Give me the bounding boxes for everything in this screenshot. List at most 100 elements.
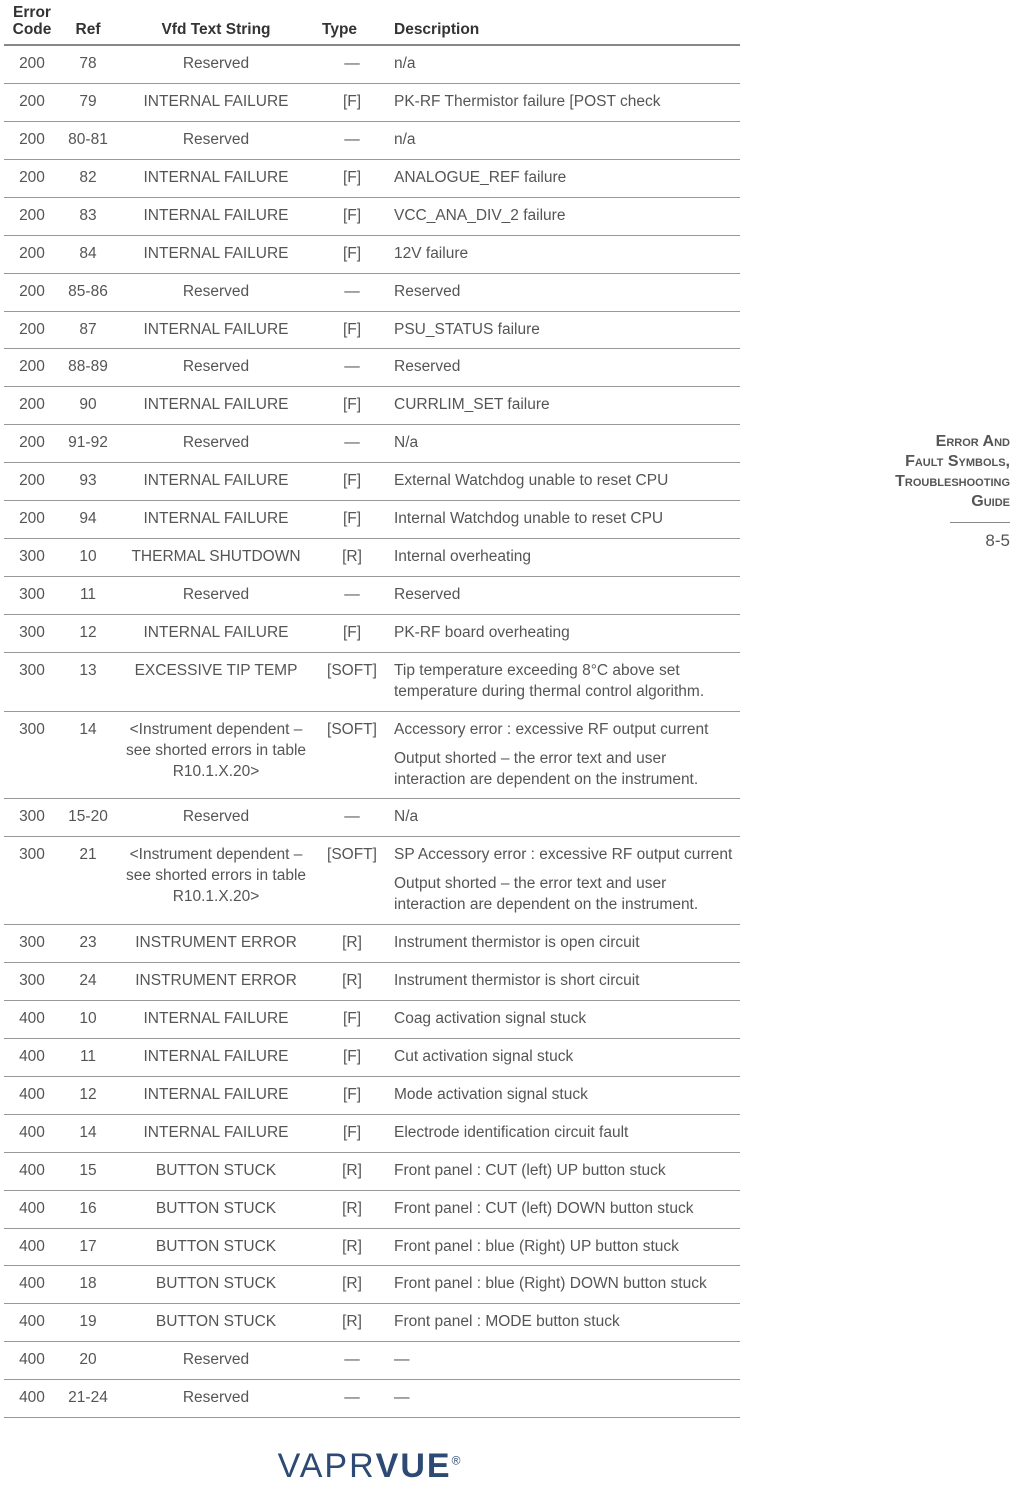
cell-description: Front panel : CUT (left) DOWN button stu… bbox=[388, 1190, 740, 1228]
cell-description: Reserved bbox=[388, 273, 740, 311]
cell-description: CURRLIM_SET failure bbox=[388, 387, 740, 425]
description-paragraph: ANALOGUE_REF failure bbox=[394, 168, 734, 189]
description-paragraph: Cut activation signal stuck bbox=[394, 1047, 734, 1068]
table-row: 40020Reserved—— bbox=[4, 1342, 740, 1380]
cell-error-code: 400 bbox=[4, 1228, 60, 1266]
sidebar-title: Error And Fault Symbols, Troubleshooting… bbox=[740, 432, 1010, 512]
cell-description: SP Accessory error : excessive RF output… bbox=[388, 837, 740, 925]
description-paragraph: 12V failure bbox=[394, 244, 734, 265]
cell-ref: 90 bbox=[60, 387, 116, 425]
cell-vfd: INTERNAL FAILURE bbox=[116, 1114, 316, 1152]
table-row: 30024INSTRUMENT ERROR[R]Instrument therm… bbox=[4, 963, 740, 1001]
description-paragraph: Coag activation signal stuck bbox=[394, 1009, 734, 1030]
cell-type: — bbox=[316, 273, 388, 311]
table-row: 40014INTERNAL FAILURE[F]Electrode identi… bbox=[4, 1114, 740, 1152]
cell-error-code: 200 bbox=[4, 235, 60, 273]
cell-ref: 19 bbox=[60, 1304, 116, 1342]
cell-description: Accessory error : excessive RF output cu… bbox=[388, 711, 740, 799]
table-row: 20079INTERNAL FAILURE[F]PK-RF Thermistor… bbox=[4, 84, 740, 122]
cell-ref: 87 bbox=[60, 311, 116, 349]
cell-ref: 10 bbox=[60, 539, 116, 577]
cell-ref: 12 bbox=[60, 1076, 116, 1114]
description-paragraph: Internal Watchdog unable to reset CPU bbox=[394, 509, 734, 530]
description-paragraph: Output shorted – the error text and user… bbox=[394, 874, 734, 916]
table-header-row: Error Code Ref Vfd Text String Type Desc… bbox=[4, 0, 740, 45]
cell-vfd: Reserved bbox=[116, 799, 316, 837]
cell-ref: 24 bbox=[60, 963, 116, 1001]
cell-error-code: 400 bbox=[4, 1380, 60, 1418]
table-row: 20085-86Reserved—Reserved bbox=[4, 273, 740, 311]
cell-description: Electrode identification circuit fault bbox=[388, 1114, 740, 1152]
cell-type: [F] bbox=[316, 1114, 388, 1152]
table-row: 30011Reserved—Reserved bbox=[4, 577, 740, 615]
cell-error-code: 200 bbox=[4, 45, 60, 83]
description-paragraph: Internal overheating bbox=[394, 547, 734, 568]
cell-vfd: EXCESSIVE TIP TEMP bbox=[116, 652, 316, 711]
description-paragraph: Reserved bbox=[394, 357, 734, 378]
error-table-container: Error Code Ref Vfd Text String Type Desc… bbox=[0, 0, 740, 1418]
cell-error-code: 300 bbox=[4, 963, 60, 1001]
cell-error-code: 200 bbox=[4, 197, 60, 235]
cell-vfd: BUTTON STUCK bbox=[116, 1190, 316, 1228]
cell-type: — bbox=[316, 349, 388, 387]
cell-ref: 93 bbox=[60, 463, 116, 501]
table-row: 40010INTERNAL FAILURE[F]Coag activation … bbox=[4, 1000, 740, 1038]
cell-error-code: 300 bbox=[4, 925, 60, 963]
cell-type: [R] bbox=[316, 925, 388, 963]
cell-ref: 11 bbox=[60, 577, 116, 615]
cell-type: — bbox=[316, 121, 388, 159]
cell-vfd: INTERNAL FAILURE bbox=[116, 235, 316, 273]
cell-ref: 84 bbox=[60, 235, 116, 273]
description-paragraph: Electrode identification circuit fault bbox=[394, 1123, 734, 1144]
cell-ref: 23 bbox=[60, 925, 116, 963]
sidebar-title-line: Troubleshooting bbox=[740, 472, 1010, 492]
table-row: 40017BUTTON STUCK[R]Front panel : blue (… bbox=[4, 1228, 740, 1266]
cell-vfd: BUTTON STUCK bbox=[116, 1228, 316, 1266]
brand-text: VAPRVUE® bbox=[278, 1447, 463, 1485]
cell-description: Reserved bbox=[388, 577, 740, 615]
description-paragraph: Tip temperature exceeding 8°C above set … bbox=[394, 661, 734, 703]
header-vfd: Vfd Text String bbox=[116, 0, 316, 45]
cell-description: n/a bbox=[388, 45, 740, 83]
cell-description: Mode activation signal stuck bbox=[388, 1076, 740, 1114]
cell-ref: 16 bbox=[60, 1190, 116, 1228]
cell-vfd: Reserved bbox=[116, 1380, 316, 1418]
description-paragraph: Mode activation signal stuck bbox=[394, 1085, 734, 1106]
cell-type: [R] bbox=[316, 1190, 388, 1228]
cell-vfd: INTERNAL FAILURE bbox=[116, 197, 316, 235]
cell-type: [R] bbox=[316, 1266, 388, 1304]
cell-description: Front panel : MODE button stuck bbox=[388, 1304, 740, 1342]
cell-ref: 88-89 bbox=[60, 349, 116, 387]
table-row: 20078Reserved—n/a bbox=[4, 45, 740, 83]
description-paragraph: Accessory error : excessive RF output cu… bbox=[394, 720, 734, 741]
cell-error-code: 200 bbox=[4, 121, 60, 159]
table-row: 20083INTERNAL FAILURE[F]VCC_ANA_DIV_2 fa… bbox=[4, 197, 740, 235]
cell-error-code: 200 bbox=[4, 311, 60, 349]
description-paragraph: PSU_STATUS failure bbox=[394, 320, 734, 341]
cell-error-code: 400 bbox=[4, 1114, 60, 1152]
cell-description: — bbox=[388, 1342, 740, 1380]
cell-type: [R] bbox=[316, 1228, 388, 1266]
header-description: Description bbox=[388, 0, 740, 45]
table-row: 40012INTERNAL FAILURE[F]Mode activation … bbox=[4, 1076, 740, 1114]
description-paragraph: N/a bbox=[394, 807, 734, 828]
cell-error-code: 200 bbox=[4, 84, 60, 122]
cell-description: PK-RF Thermistor failure [POST check bbox=[388, 84, 740, 122]
description-paragraph: VCC_ANA_DIV_2 failure bbox=[394, 206, 734, 227]
cell-ref: 12 bbox=[60, 614, 116, 652]
cell-description: Internal Watchdog unable to reset CPU bbox=[388, 501, 740, 539]
cell-vfd: INTERNAL FAILURE bbox=[116, 159, 316, 197]
page: Error Code Ref Vfd Text String Type Desc… bbox=[0, 0, 1034, 1418]
cell-type: [F] bbox=[316, 159, 388, 197]
cell-ref: 80-81 bbox=[60, 121, 116, 159]
table-row: 40016BUTTON STUCK[R]Front panel : CUT (l… bbox=[4, 1190, 740, 1228]
cell-type: [F] bbox=[316, 387, 388, 425]
cell-vfd: INTERNAL FAILURE bbox=[116, 1076, 316, 1114]
table-row: 20082INTERNAL FAILURE[F]ANALOGUE_REF fai… bbox=[4, 159, 740, 197]
table-row: 20088-89Reserved—Reserved bbox=[4, 349, 740, 387]
cell-type: — bbox=[316, 799, 388, 837]
description-paragraph: Instrument thermistor is short circuit bbox=[394, 971, 734, 992]
description-paragraph: PK-RF board overheating bbox=[394, 623, 734, 644]
cell-error-code: 400 bbox=[4, 1342, 60, 1380]
cell-vfd: Reserved bbox=[116, 349, 316, 387]
